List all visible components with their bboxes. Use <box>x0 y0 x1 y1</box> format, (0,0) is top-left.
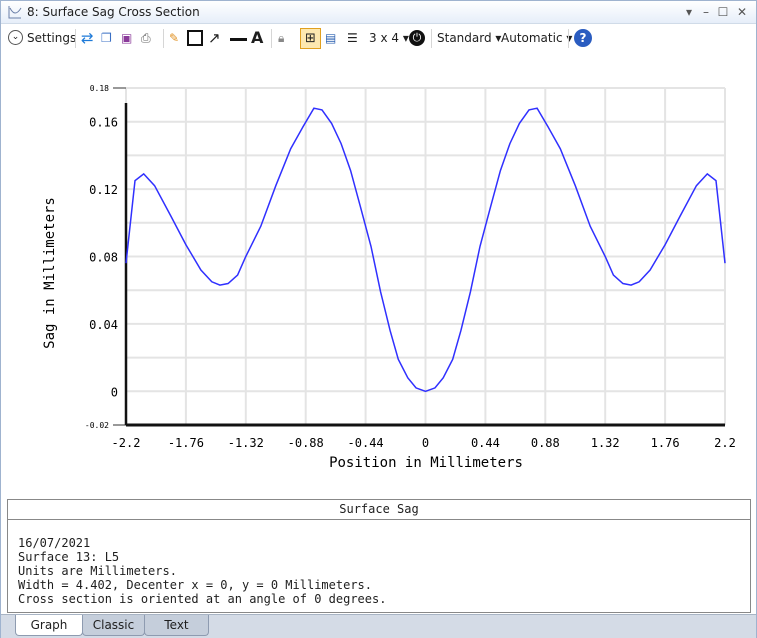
maximize-button[interactable]: ☐ <box>717 5 729 19</box>
x-tick-label: 0.44 <box>471 436 500 450</box>
minimize-button[interactable]: – <box>703 5 709 19</box>
x-tick-label: -2.2 <box>112 436 141 450</box>
x-tick-label: 0 <box>422 436 429 450</box>
sag-chart: -2.2 -1.76 -1.32 -0.88 -0.44 0 0.44 0.88 1.32 1.7… <box>42 84 736 471</box>
panel-line: Cross section is oriented at an angle of… <box>18 592 387 606</box>
y-tick-label: 0.04 <box>89 318 118 332</box>
sag-plot-icon <box>8 6 22 19</box>
y-tick-label: 0 <box>111 385 118 399</box>
tab-graph[interactable]: Graph <box>15 615 83 636</box>
dropdown-icon[interactable]: ▾ <box>685 5 693 19</box>
y-tick-label: 0.16 <box>89 116 118 130</box>
x-tick-label: 0.88 <box>531 436 560 450</box>
automatic-label: Automatic <box>501 31 563 45</box>
panel-text: 16/07/2021 Surface 13: L5 Units are Millim… <box>7 519 751 613</box>
standard-dropdown[interactable]: Standard ▾ <box>437 31 502 45</box>
panel-line: Surface 13: L5 <box>18 550 120 564</box>
automatic-dropdown[interactable]: Automatic ▾ <box>501 31 573 45</box>
panel-header: Surface Sag <box>7 499 751 520</box>
close-button[interactable]: ✕ <box>736 5 748 19</box>
save-icon[interactable]: ▣ <box>121 31 133 45</box>
y-tick-label: 0.08 <box>89 251 118 265</box>
tab-text[interactable]: Text <box>144 615 209 636</box>
lock-icon[interactable]: 🔒︎ <box>278 31 285 45</box>
fit-icon[interactable]: ⊞ <box>300 28 321 49</box>
rectangle-icon[interactable] <box>187 30 203 46</box>
tick-labels: -2.2 -1.76 -1.32 -0.88 -0.44 0 0.44 0.88 1.32 1.7… <box>85 84 736 450</box>
grid <box>125 87 726 426</box>
panel-line: Units are Millimeters. <box>18 564 177 578</box>
refresh-icon[interactable]: ⇄ <box>81 29 94 47</box>
layers-icon[interactable]: ☰ <box>347 31 358 45</box>
x-tick-label: 1.32 <box>591 436 620 450</box>
y-limit-label: -0.02 <box>85 421 109 430</box>
toolbar: ⌄ Settings ⇄ ❐ ▣ ⎙ ✎ ↗ A 🔒︎ ⊞ ▤ ☰ 3 x 4 … <box>1 25 756 51</box>
arrow-icon[interactable]: ↗ <box>208 29 221 47</box>
power-icon[interactable]: ⏻ <box>409 30 425 46</box>
tab-bar: Graph Classic Text <box>1 614 756 638</box>
x-tick-label: 1.76 <box>651 436 680 450</box>
x-tick-label: -1.32 <box>228 436 264 450</box>
x-tick-label: -0.44 <box>348 436 384 450</box>
x-tick-label: -0.88 <box>288 436 324 450</box>
panel-line: 16/07/2021 <box>18 536 91 550</box>
window-title: 8: Surface Sag Cross Section <box>27 5 200 19</box>
standard-label: Standard <box>437 31 492 45</box>
x-tick-label: 2.2 <box>714 436 736 450</box>
help-icon[interactable]: ? <box>574 29 592 47</box>
window-icon[interactable]: ▤ <box>325 31 337 45</box>
print-icon[interactable]: ⎙ <box>141 31 151 45</box>
tab-classic[interactable]: Classic <box>82 615 145 636</box>
y-axis-label: Sag in Millimeters <box>42 197 58 349</box>
pencil-icon[interactable]: ✎ <box>169 31 180 45</box>
settings-button[interactable]: Settings <box>27 31 77 45</box>
layout-dropdown[interactable]: 3 x 4 ▾ <box>369 31 409 45</box>
y-tick-label: 0.12 <box>89 183 118 197</box>
title-bar: 8: Surface Sag Cross Section ▾ – ☐ ✕ <box>1 1 756 24</box>
copy-icon[interactable]: ❐ <box>101 31 112 45</box>
y-limit-label: 0.18 <box>90 84 109 93</box>
line-icon[interactable] <box>230 38 247 41</box>
text-icon[interactable]: A <box>251 28 264 47</box>
x-axis-label: Position in Millimeters <box>329 455 523 471</box>
panel-line: Width = 4.402, Decenter x = 0, y = 0 Mil… <box>18 578 373 592</box>
sag-curve <box>125 107 726 393</box>
x-tick-label: -1.76 <box>168 436 204 450</box>
chevron-down-circle-icon[interactable]: ⌄ <box>8 30 23 45</box>
layout-label: 3 x 4 <box>369 31 399 45</box>
